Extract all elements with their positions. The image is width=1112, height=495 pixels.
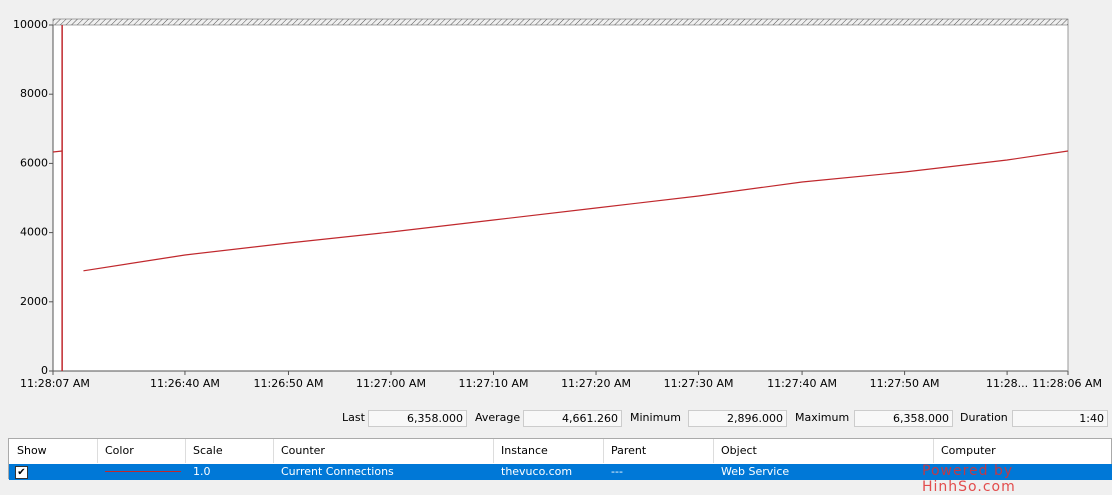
- column-header[interactable]: Instance: [501, 444, 548, 457]
- column-header[interactable]: Color: [105, 444, 134, 457]
- column-header[interactable]: Counter: [281, 444, 325, 457]
- counter-table: ✔ 1.0 Current Connections thevuco.com --- Web…: [8, 438, 1112, 480]
- column-separator: [185, 439, 186, 463]
- column-header[interactable]: Scale: [193, 444, 223, 457]
- y-tick-label: 4000: [20, 226, 48, 239]
- y-tick-label: 8000: [20, 87, 48, 100]
- x-tick-label: 11:28...: [986, 377, 1028, 390]
- stat-value: 4,661.260: [523, 410, 622, 427]
- stat-value: 6,358.000: [368, 410, 467, 427]
- column-separator: [273, 439, 274, 463]
- x-tick-label: 11:27:00 AM: [356, 377, 426, 390]
- column-header[interactable]: Parent: [611, 444, 647, 457]
- y-tick-label: 2000: [20, 295, 48, 308]
- cell: thevuco.com: [501, 465, 573, 478]
- stat-value: 6,358.000: [854, 410, 953, 427]
- stat-label: Average: [475, 411, 521, 424]
- time-bar: [52, 18, 1069, 26]
- cell: Current Connections: [281, 465, 394, 478]
- x-tick-label: 11:27:30 AM: [664, 377, 734, 390]
- perfmon-window: 0 2000 4000 6000 8000 10000 11:28:07 AM 11:26:4…: [8, 18, 1112, 495]
- stat-label: Maximum: [795, 411, 850, 424]
- chart: 0 2000 4000 6000 8000 10000 11:28:07 AM 11:26:4…: [13, 18, 1102, 390]
- color-swatch: [105, 471, 181, 472]
- y-tick-label: 0: [41, 364, 48, 377]
- cell: ---: [611, 465, 623, 478]
- cell: Web Service: [721, 465, 790, 478]
- cell: 1.0: [193, 465, 211, 478]
- column-separator: [713, 439, 714, 463]
- x-tick-label: 11:27:50 AM: [870, 377, 940, 390]
- selected-row[interactable]: ✔ 1.0 Current Connections thevuco.com --- Web…: [9, 464, 1112, 480]
- column-header[interactable]: Computer: [941, 444, 996, 457]
- show-checkbox[interactable]: ✔: [15, 466, 28, 479]
- x-tick-label: 11:27:10 AM: [459, 377, 529, 390]
- column-separator: [933, 439, 934, 463]
- line-series: [52, 150, 1069, 272]
- stat-label: Minimum: [630, 411, 681, 424]
- stat-value: 2,896.000: [688, 410, 787, 427]
- column-header[interactable]: Object: [721, 444, 757, 457]
- stat-label: Last: [342, 411, 365, 424]
- column-separator: [603, 439, 604, 463]
- x-tick-label: 11:28:06 AM: [1032, 377, 1102, 390]
- stat-label: Duration: [960, 411, 1008, 424]
- y-tick-label: 6000: [20, 156, 48, 169]
- y-tick-label: 10000: [13, 18, 48, 31]
- plot-area: [53, 25, 1068, 371]
- column-header[interactable]: Show: [17, 444, 47, 457]
- column-separator: [493, 439, 494, 463]
- x-tick-label: 11:26:40 AM: [150, 377, 220, 390]
- x-tick-label: 11:26:50 AM: [254, 377, 324, 390]
- stat-value: 1:40: [1012, 410, 1108, 427]
- x-tick-label: 11:28:07 AM: [20, 377, 90, 390]
- x-tick-label: 11:27:20 AM: [561, 377, 631, 390]
- watermark: Powered by HinhSo.com: [922, 463, 1016, 495]
- column-separator: [97, 439, 98, 463]
- x-tick-label: 11:27:40 AM: [767, 377, 837, 390]
